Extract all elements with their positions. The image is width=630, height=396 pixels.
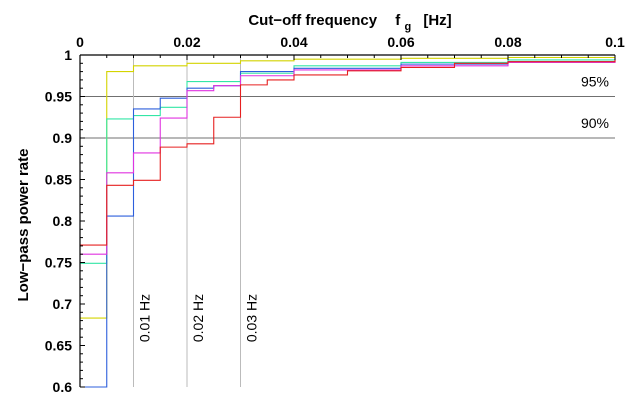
y-tick-label: 0.95	[45, 89, 72, 105]
y-axis-title: Low−pass power rate	[15, 149, 32, 302]
y-tick-label: 0.7	[53, 296, 73, 312]
x-axis-title: Cut−off frequency f g [Hz]	[248, 12, 451, 34]
x-tick-label: 0.04	[280, 34, 307, 50]
x-axis-title-var: f	[395, 12, 401, 29]
series-line-1	[80, 56, 615, 319]
series-line-4	[80, 59, 616, 255]
y-tick-label: 0.8	[53, 213, 73, 229]
x-axis-title-sub: g	[404, 21, 411, 33]
series-lines	[80, 56, 616, 388]
y-tick-label: 0.85	[45, 172, 72, 188]
x-tick-label: 0.1	[605, 34, 625, 50]
x-tick-label: 0	[76, 34, 84, 50]
y-tick-label: 0.75	[45, 255, 72, 271]
vref-label-1: 0.01 Hz	[137, 294, 153, 342]
labels: Cut−off frequency f g [Hz] Low−pass powe…	[15, 12, 452, 301]
ref-label-90pct: 90%	[581, 115, 609, 131]
y-tick-label: 0.6	[53, 379, 73, 395]
axes: 0 0.02 0.04 0.06 0.08 0.1 0.6 0.65 0.7 0.75 0.8 0.8…	[45, 34, 625, 395]
x-tick-label: 0.08	[494, 34, 521, 50]
x-axis-title-main: Cut−off frequency	[248, 12, 377, 29]
ref-label-95pct: 95%	[581, 74, 609, 90]
y-tick-label: 0.65	[45, 338, 72, 354]
x-tick-label: 0.02	[173, 34, 200, 50]
x-tick-label: 0.06	[387, 34, 414, 50]
vref-label-3: 0.03 Hz	[244, 294, 260, 342]
x-axis-title-unit: [Hz]	[423, 12, 451, 29]
y-tick-label: 1	[64, 47, 72, 63]
vref-label-2: 0.02 Hz	[190, 294, 206, 342]
y-tick-label: 0.9	[53, 130, 73, 146]
series-line-5	[80, 59, 616, 246]
series-line-3	[80, 59, 616, 388]
